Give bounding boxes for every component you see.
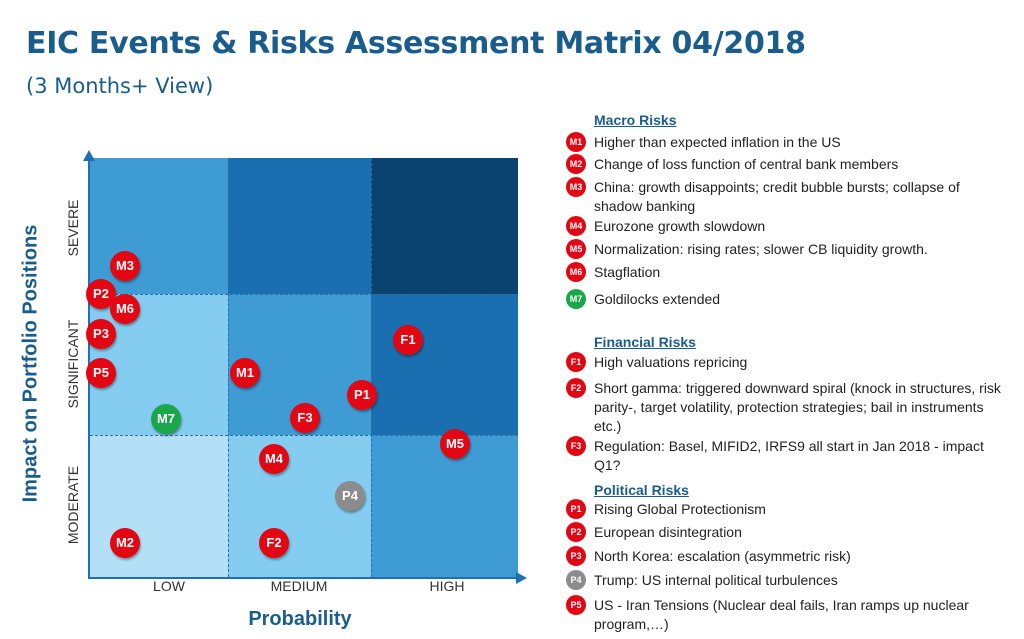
page-subtitle: (3 Months+ View) xyxy=(26,74,214,98)
financial-risks-heading: Financial Risks xyxy=(594,334,696,350)
marker-M1[interactable]: M1 xyxy=(230,358,260,388)
legend-badge: M2 xyxy=(566,154,586,174)
marker-F1[interactable]: F1 xyxy=(393,325,423,355)
legend-badge: F2 xyxy=(566,378,586,398)
legend-text: Stagflation xyxy=(594,264,661,280)
cell-severe-low xyxy=(90,158,228,294)
cell-significant-high xyxy=(371,294,518,435)
legend-badge: M4 xyxy=(566,216,586,236)
legend-text: North Korea: escalation (asymmetric risk… xyxy=(594,548,851,564)
x-tick-medium: MEDIUM xyxy=(270,578,328,594)
marker-M5[interactable]: M5 xyxy=(440,429,470,459)
cell-moderate-low xyxy=(90,435,228,577)
legend-badge: F3 xyxy=(566,436,586,456)
legend-text: European disintegration xyxy=(594,524,742,540)
legend-badge: M3 xyxy=(566,177,586,197)
x-tick-low: LOW xyxy=(153,578,185,594)
marker-F3[interactable]: F3 xyxy=(290,403,320,433)
legend-text: US - Iran Tensions (Nuclear deal fails, … xyxy=(594,597,969,632)
marker-M2[interactable]: M2 xyxy=(110,528,140,558)
cell-moderate-high xyxy=(371,435,518,577)
grid-divider xyxy=(371,158,372,577)
legend-badge: M5 xyxy=(566,239,586,259)
macro-risks-heading: Macro Risks xyxy=(594,112,677,128)
y-axis-label: Impact on Portfolio Positions xyxy=(19,224,42,503)
marker-P3[interactable]: P3 xyxy=(86,319,116,349)
cell-severe-high xyxy=(371,158,518,294)
legend-badge: P4 xyxy=(566,570,586,590)
x-axis-arrow-icon xyxy=(516,572,527,584)
grid-divider xyxy=(90,435,518,436)
grid-divider xyxy=(228,158,229,577)
legend-text: Higher than expected inflation in the US xyxy=(594,134,841,150)
legend-badge: M7 xyxy=(566,289,586,309)
y-tick-moderate: MODERATE xyxy=(65,465,81,545)
marker-M7[interactable]: M7 xyxy=(151,404,181,434)
x-axis-line xyxy=(88,577,518,579)
legend-text: Rising Global Protectionism xyxy=(594,501,766,517)
grid-divider xyxy=(90,294,518,295)
y-tick-severe: SEVERE xyxy=(65,199,81,257)
page-title: EIC Events & Risks Assessment Matrix 04/… xyxy=(26,26,806,61)
legend-badge: F1 xyxy=(566,352,586,372)
x-axis-label: Probability xyxy=(248,608,352,630)
legend-text: Trump: US internal political turbulences xyxy=(594,572,838,588)
y-axis-arrow-icon xyxy=(83,150,95,161)
marker-P1[interactable]: P1 xyxy=(347,380,377,410)
marker-F2[interactable]: F2 xyxy=(259,528,289,558)
x-tick-high: HIGH xyxy=(429,578,465,594)
legend-badge: P3 xyxy=(566,546,586,566)
legend-text: Eurozone growth slowdown xyxy=(594,218,766,234)
legend-badge: P1 xyxy=(566,499,586,519)
political-risks-heading: Political Risks xyxy=(594,482,689,498)
cell-severe-medium xyxy=(228,158,371,294)
marker-P2[interactable]: P2 xyxy=(86,279,116,309)
marker-M4[interactable]: M4 xyxy=(259,444,289,474)
legend-text: Change of loss function of central bank … xyxy=(594,156,899,172)
legend-badge: M6 xyxy=(566,262,586,282)
marker-P5[interactable]: P5 xyxy=(86,358,116,388)
legend-text: Short gamma: triggered downward spiral (… xyxy=(594,380,1001,434)
legend-badge: M1 xyxy=(566,132,586,152)
legend-text: High valuations repricing xyxy=(594,354,748,370)
legend-text: Goldilocks extended xyxy=(594,291,721,307)
marker-P4[interactable]: P4 xyxy=(335,481,365,511)
legend-badge: P5 xyxy=(566,595,586,615)
y-tick-significant: SIGNIFICANT xyxy=(65,319,81,409)
legend-badge: P2 xyxy=(566,522,586,542)
legend-text: Normalization: rising rates; slower CB l… xyxy=(594,241,928,257)
marker-M3[interactable]: M3 xyxy=(110,251,140,281)
marker-M6[interactable]: M6 xyxy=(110,294,140,324)
legend-text: China: growth disappoints; credit bubble… xyxy=(594,179,960,214)
legend-text: Regulation: Basel, MIFID2, IRFS9 all sta… xyxy=(594,438,984,473)
